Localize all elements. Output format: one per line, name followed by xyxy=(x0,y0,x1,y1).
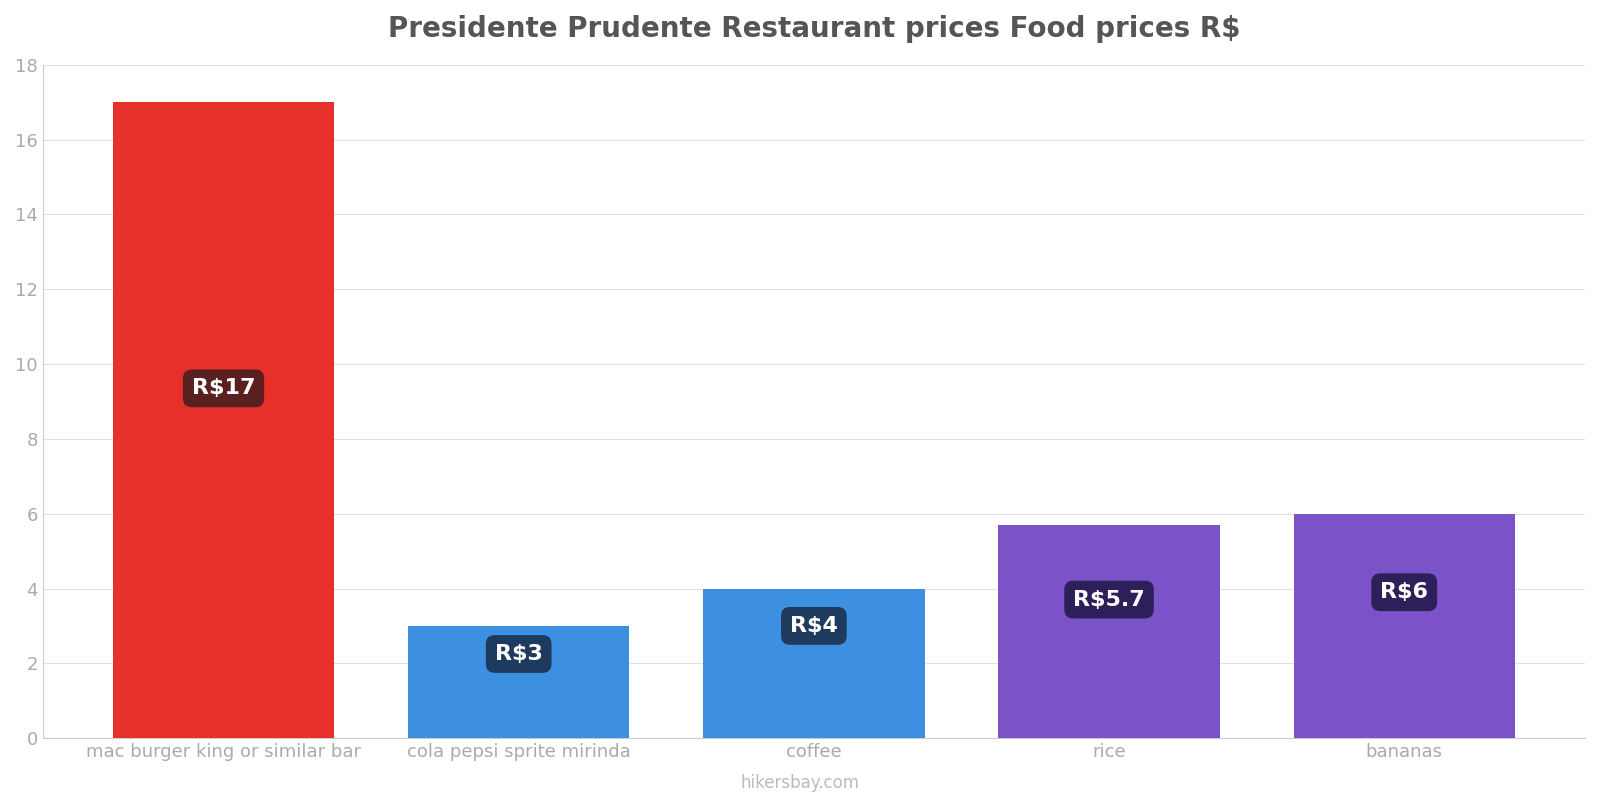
Title: Presidente Prudente Restaurant prices Food prices R$: Presidente Prudente Restaurant prices Fo… xyxy=(387,15,1240,43)
Text: R$6: R$6 xyxy=(1381,582,1429,602)
Bar xyxy=(408,626,629,738)
Bar xyxy=(998,525,1219,738)
Bar xyxy=(114,102,334,738)
Text: R$4: R$4 xyxy=(790,616,838,636)
Bar xyxy=(702,589,925,738)
Text: R$17: R$17 xyxy=(192,378,256,398)
Text: R$3: R$3 xyxy=(494,644,542,664)
Text: hikersbay.com: hikersbay.com xyxy=(741,774,859,792)
Bar xyxy=(1293,514,1515,738)
Text: R$5.7: R$5.7 xyxy=(1074,590,1146,610)
